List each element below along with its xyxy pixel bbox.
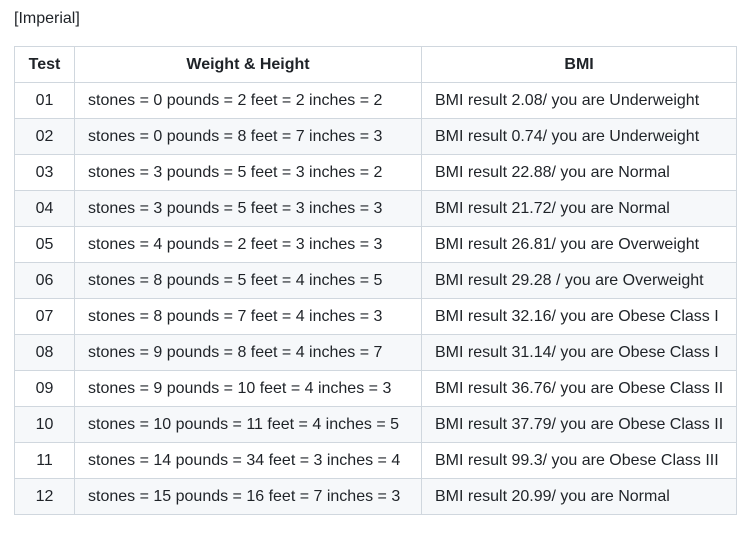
- column-header-bmi: BMI: [420, 46, 738, 83]
- table-row: 10 stones = 10 pounds = 11 feet = 4 inch…: [14, 406, 738, 443]
- table-row: 04 stones = 3 pounds = 5 feet = 3 inches…: [14, 190, 738, 227]
- weight-height-cell: stones = 15 pounds = 16 feet = 7 inches …: [74, 478, 422, 515]
- test-number-cell: 12: [14, 478, 75, 515]
- test-number-cell: 02: [14, 118, 75, 155]
- table-header-row: Test Weight & Height BMI: [14, 46, 738, 83]
- test-number-cell: 04: [14, 190, 75, 227]
- bmi-result-cell: BMI result 22.88/ you are Normal: [420, 154, 738, 191]
- test-number-cell: 10: [14, 406, 75, 443]
- test-number-cell: 08: [14, 334, 75, 371]
- bmi-results-table: Test Weight & Height BMI 01 stones = 0 p…: [14, 46, 738, 515]
- test-number-cell: 06: [14, 262, 75, 299]
- bmi-result-cell: BMI result 29.28 / you are Overweight: [420, 262, 738, 299]
- table-row: 08 stones = 9 pounds = 8 feet = 4 inches…: [14, 334, 738, 371]
- bmi-result-cell: BMI result 2.08/ you are Underweight: [420, 82, 738, 119]
- weight-height-cell: stones = 8 pounds = 7 feet = 4 inches = …: [74, 298, 422, 335]
- table-row: 09 stones = 9 pounds = 10 feet = 4 inche…: [14, 370, 738, 407]
- test-number-cell: 05: [14, 226, 75, 263]
- weight-height-cell: stones = 14 pounds = 34 feet = 3 inches …: [74, 442, 422, 479]
- weight-height-cell: stones = 10 pounds = 11 feet = 4 inches …: [74, 406, 422, 443]
- table-row: 07 stones = 8 pounds = 7 feet = 4 inches…: [14, 298, 738, 335]
- test-number-cell: 11: [14, 442, 75, 479]
- table-row: 01 stones = 0 pounds = 2 feet = 2 inches…: [14, 82, 738, 119]
- bmi-result-cell: BMI result 0.74/ you are Underweight: [420, 118, 738, 155]
- table-row: 05 stones = 4 pounds = 2 feet = 3 inches…: [14, 226, 738, 263]
- bmi-result-cell: BMI result 32.16/ you are Obese Class I: [420, 298, 738, 335]
- weight-height-cell: stones = 8 pounds = 5 feet = 4 inches = …: [74, 262, 422, 299]
- bmi-result-cell: BMI result 99.3/ you are Obese Class III: [420, 442, 738, 479]
- test-number-cell: 01: [14, 82, 75, 119]
- weight-height-cell: stones = 3 pounds = 5 feet = 3 inches = …: [74, 154, 422, 191]
- table-row: 03 stones = 3 pounds = 5 feet = 3 inches…: [14, 154, 738, 191]
- test-number-cell: 09: [14, 370, 75, 407]
- weight-height-cell: stones = 4 pounds = 2 feet = 3 inches = …: [74, 226, 422, 263]
- table-row: 06 stones = 8 pounds = 5 feet = 4 inches…: [14, 262, 738, 299]
- test-number-cell: 07: [14, 298, 75, 335]
- weight-height-cell: stones = 9 pounds = 10 feet = 4 inches =…: [74, 370, 422, 407]
- bmi-result-cell: BMI result 21.72/ you are Normal: [420, 190, 738, 227]
- table-row: 12 stones = 15 pounds = 16 feet = 7 inch…: [14, 478, 738, 515]
- table-row: 11 stones = 14 pounds = 34 feet = 3 inch…: [14, 442, 738, 479]
- bmi-result-cell: BMI result 31.14/ you are Obese Class I: [420, 334, 738, 371]
- table-row: 02 stones = 0 pounds = 8 feet = 7 inches…: [14, 118, 738, 155]
- bmi-result-cell: BMI result 20.99/ you are Normal: [420, 478, 738, 515]
- weight-height-cell: stones = 0 pounds = 2 feet = 2 inches = …: [74, 82, 422, 119]
- bmi-result-cell: BMI result 26.81/ you are Overweight: [420, 226, 738, 263]
- weight-height-cell: stones = 0 pounds = 8 feet = 7 inches = …: [74, 118, 422, 155]
- test-number-cell: 03: [14, 154, 75, 191]
- bmi-result-cell: BMI result 36.76/ you are Obese Class II: [420, 370, 738, 407]
- column-header-test: Test: [14, 46, 75, 83]
- weight-height-cell: stones = 9 pounds = 8 feet = 4 inches = …: [74, 334, 422, 371]
- bmi-result-cell: BMI result 37.79/ you are Obese Class II: [420, 406, 738, 443]
- weight-height-cell: stones = 3 pounds = 5 feet = 3 inches = …: [74, 190, 422, 227]
- section-heading: [Imperial]: [14, 10, 80, 27]
- column-header-weight-height: Weight & Height: [74, 46, 422, 83]
